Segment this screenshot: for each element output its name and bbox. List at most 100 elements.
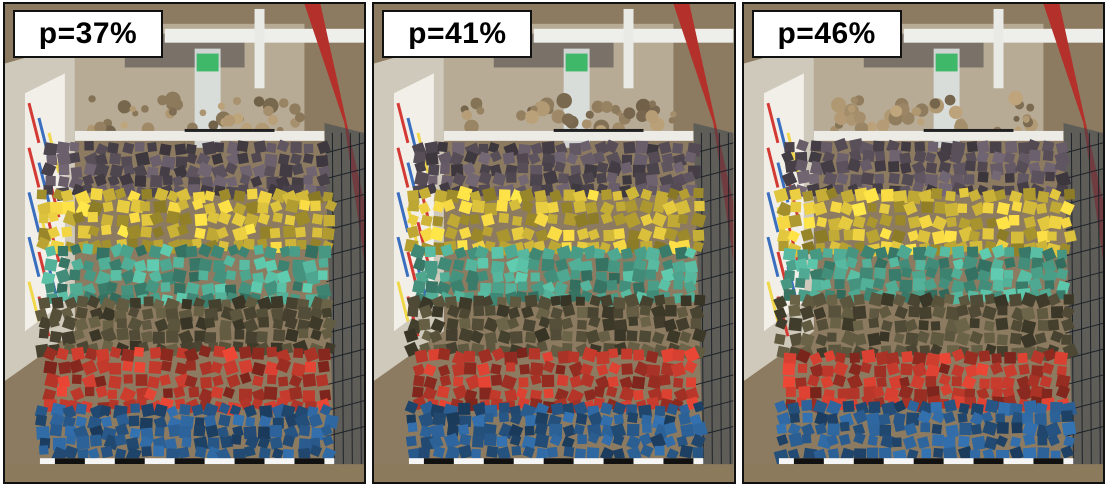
block-unit xyxy=(413,257,428,272)
block-unit xyxy=(215,292,227,304)
block-unit xyxy=(820,267,834,281)
scale-mark xyxy=(544,458,574,465)
block-unit xyxy=(981,189,997,204)
block-unit xyxy=(666,329,682,344)
block-unit xyxy=(875,377,887,388)
gravel-stone xyxy=(623,107,636,120)
block-unit xyxy=(607,376,620,388)
block-unit xyxy=(880,319,893,332)
block-unit xyxy=(505,283,518,295)
block-unit xyxy=(438,347,451,361)
block-unit xyxy=(47,226,61,240)
block-unit xyxy=(1054,158,1068,172)
block-unit xyxy=(645,246,661,263)
block-unit xyxy=(873,267,886,280)
block-unit xyxy=(501,374,518,391)
block-unit xyxy=(319,389,332,402)
block-unit xyxy=(892,399,906,413)
block-unit xyxy=(667,187,681,201)
block-unit xyxy=(1060,305,1075,320)
block-unit xyxy=(692,327,708,343)
block-unit xyxy=(647,259,661,272)
block-unit xyxy=(419,304,434,319)
block-unit xyxy=(995,228,1009,242)
block-unit xyxy=(1039,375,1052,388)
scale-mark xyxy=(853,458,884,465)
block-unit xyxy=(867,435,878,446)
block-unit xyxy=(965,151,977,163)
gauge-stripe xyxy=(396,236,410,278)
block-unit xyxy=(414,171,430,187)
block-unit xyxy=(473,305,485,317)
block-unit xyxy=(561,201,574,214)
block-unit xyxy=(832,360,849,377)
block-unit xyxy=(75,416,87,428)
block-unit xyxy=(673,377,684,388)
vertical-post xyxy=(254,8,265,89)
block-unit xyxy=(316,140,331,155)
block-unit xyxy=(885,139,900,154)
block-unit xyxy=(167,318,182,333)
block-unit xyxy=(787,229,800,243)
block-unit xyxy=(199,361,214,376)
block-unit xyxy=(663,318,678,333)
gravel-stone xyxy=(232,96,242,106)
block-unit xyxy=(978,350,991,363)
block-unit xyxy=(877,305,892,319)
block-unit xyxy=(196,161,214,179)
block-unit xyxy=(925,266,937,279)
block-unit xyxy=(640,316,652,328)
block-unit xyxy=(303,143,314,154)
block-unit xyxy=(232,226,249,243)
mesh-line xyxy=(331,132,335,471)
gravel-stone xyxy=(670,111,677,118)
block-unit xyxy=(133,346,145,358)
block-unit xyxy=(672,142,684,154)
block-unit xyxy=(499,189,511,201)
block-unit xyxy=(874,150,885,162)
block-unit xyxy=(581,269,593,282)
block-unit xyxy=(964,388,975,400)
block-unit xyxy=(219,328,232,341)
block-unit xyxy=(521,227,536,241)
block-unit xyxy=(69,141,80,152)
block-unit xyxy=(303,346,319,363)
block-unit xyxy=(692,421,709,438)
block-unit xyxy=(835,160,850,175)
block-unit xyxy=(148,361,162,375)
block-unit xyxy=(504,389,518,403)
block-unit xyxy=(423,375,438,390)
block-unit xyxy=(549,423,563,437)
block-unit xyxy=(676,306,689,319)
block-unit xyxy=(788,432,803,448)
block-unit xyxy=(102,201,114,213)
block-unit xyxy=(794,258,808,272)
gravel-stone xyxy=(208,120,219,131)
block-unit xyxy=(518,377,529,388)
block-unit xyxy=(924,151,936,164)
block-unit xyxy=(1011,422,1023,434)
block-unit xyxy=(582,171,596,185)
block-unit xyxy=(1036,190,1050,203)
mesh-line xyxy=(340,132,344,471)
block-unit xyxy=(134,175,147,188)
gravel-stone xyxy=(525,110,540,124)
block-unit xyxy=(231,212,247,228)
block-unit xyxy=(285,328,299,343)
block-unit xyxy=(84,386,95,397)
block-unit xyxy=(159,143,172,156)
block-unit xyxy=(674,387,690,403)
block-unit xyxy=(1023,400,1037,414)
block-unit xyxy=(528,152,542,165)
block-unit xyxy=(207,437,220,449)
vertical-post xyxy=(993,8,1004,89)
block-unit xyxy=(194,227,206,239)
block-unit xyxy=(1036,230,1050,244)
block-unit xyxy=(168,424,182,438)
block-unit xyxy=(440,164,451,175)
block-unit xyxy=(684,271,698,285)
block-unit xyxy=(308,315,324,331)
gravel-stone xyxy=(117,100,132,114)
block-unit xyxy=(288,374,303,388)
block-unit xyxy=(916,229,931,244)
